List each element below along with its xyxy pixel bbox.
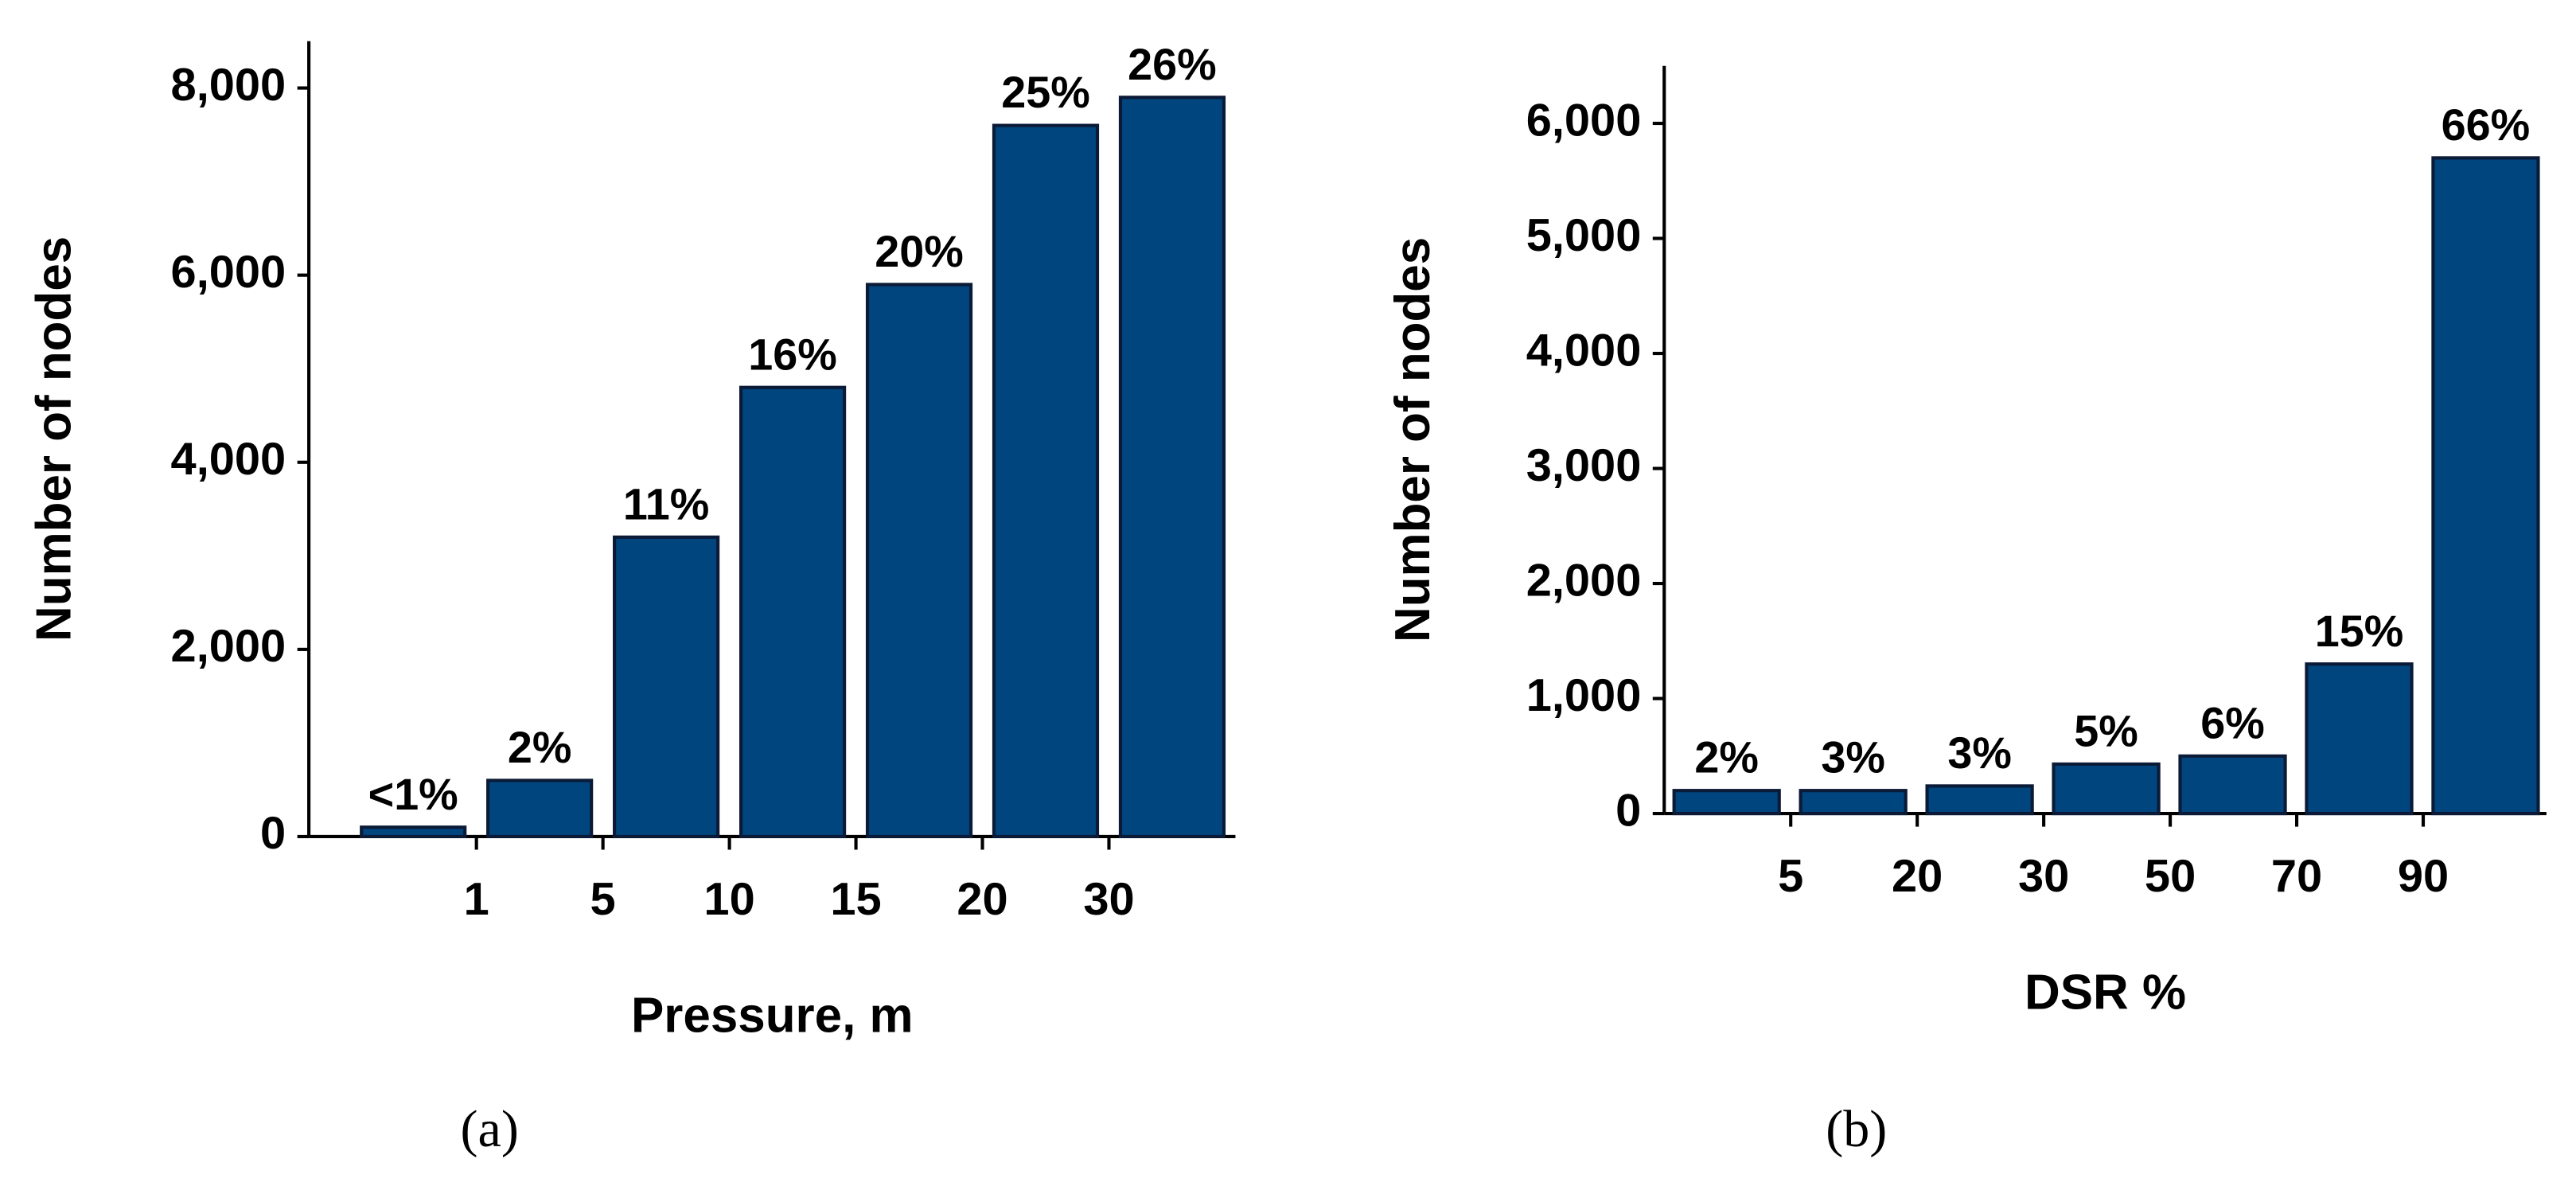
bar xyxy=(1925,784,2034,816)
bar-annotation: 26% xyxy=(1128,40,1217,89)
y-tick-label: 6,000 xyxy=(171,247,286,298)
bar-annotation: 25% xyxy=(1001,68,1090,117)
x-tick-label: 70 xyxy=(2271,851,2322,902)
x-tick-label: 15 xyxy=(830,874,881,925)
bar-annotation: 11% xyxy=(623,479,709,529)
bar xyxy=(2178,754,2287,816)
bar xyxy=(360,825,467,839)
bar-annotation: 2% xyxy=(1694,733,1759,782)
bar-annotation: 15% xyxy=(2315,607,2404,656)
y-tick-label: 4,000 xyxy=(171,434,286,485)
bar xyxy=(865,283,973,839)
bar-annotation: 5% xyxy=(2074,706,2138,755)
x-tick-label: 20 xyxy=(957,874,1007,925)
bar-annotation: <1% xyxy=(368,770,458,819)
y-tick-label: 5,000 xyxy=(1526,210,1642,261)
bar-annotation: 3% xyxy=(1821,733,1885,782)
x-tick-label: 5 xyxy=(590,874,616,925)
y-tick-label: 0 xyxy=(1615,785,1641,836)
bar xyxy=(739,385,847,839)
bar xyxy=(2431,156,2540,816)
x-axis-label: DSR % xyxy=(2025,966,2186,1020)
bar-annotation: 20% xyxy=(875,227,964,276)
bar-annotation: 16% xyxy=(748,330,837,379)
y-tick-label: 3,000 xyxy=(1526,440,1642,491)
x-tick-label: 30 xyxy=(2018,851,2069,902)
x-tick-label: 1 xyxy=(464,874,489,925)
bar xyxy=(486,778,594,839)
x-tick-label: 90 xyxy=(2398,851,2449,902)
bar-annotation: 2% xyxy=(508,723,572,772)
y-tick-label: 8,000 xyxy=(171,60,286,111)
x-tick-label: 5 xyxy=(1778,851,1803,902)
bar-annotation: 3% xyxy=(1947,728,2012,778)
y-tick-label: 0 xyxy=(260,808,286,859)
x-tick-label: 10 xyxy=(703,874,754,925)
caption: (b) xyxy=(1826,1100,1887,1158)
y-tick-label: 1,000 xyxy=(1526,670,1642,721)
bar-annotation: 6% xyxy=(2200,698,2265,747)
bar xyxy=(1672,789,1781,816)
caption: (a) xyxy=(461,1100,519,1158)
bar-annotation: 66% xyxy=(2442,100,2531,150)
y-tick-label: 2,000 xyxy=(171,621,286,672)
bar xyxy=(1118,96,1226,839)
bar xyxy=(992,123,1100,839)
bar xyxy=(1799,789,1908,816)
y-tick-label: 4,000 xyxy=(1526,325,1642,376)
y-axis-label: Number of nodes xyxy=(27,236,82,642)
x-tick-label: 50 xyxy=(2145,851,2196,902)
x-tick-label: 30 xyxy=(1083,874,1134,925)
y-tick-label: 2,000 xyxy=(1526,555,1642,606)
x-axis-label: Pressure, m xyxy=(631,988,914,1043)
bar xyxy=(613,535,720,839)
y-axis-label: Number of nodes xyxy=(1385,237,1440,642)
bar xyxy=(2052,762,2161,816)
x-tick-label: 20 xyxy=(1892,851,1943,902)
bar xyxy=(2305,662,2414,816)
y-tick-label: 6,000 xyxy=(1526,95,1642,146)
